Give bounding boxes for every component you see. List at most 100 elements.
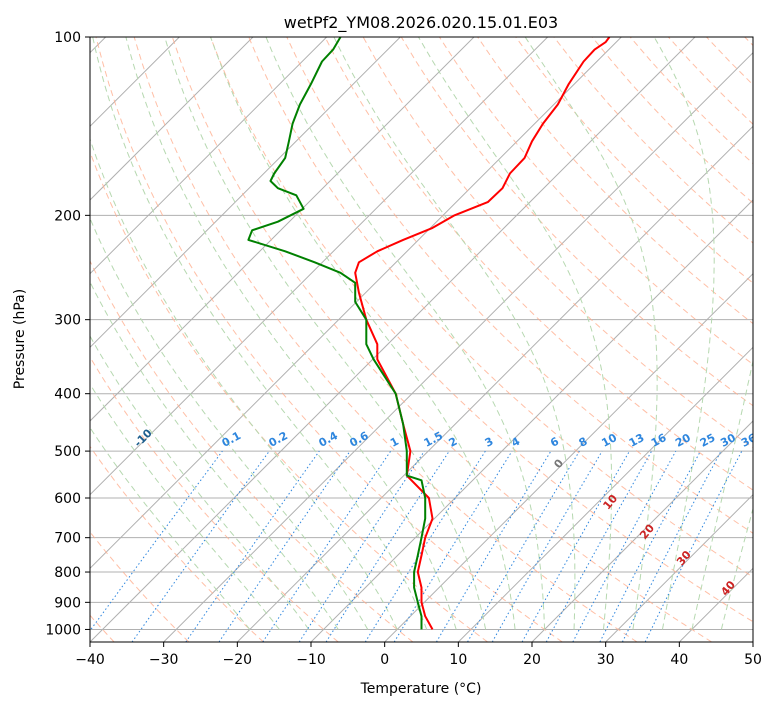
dry-adiabat	[90, 531, 190, 642]
y-tick-label: 700	[54, 531, 81, 547]
moist-adiabat	[90, 137, 398, 630]
moist-adiabat	[653, 37, 715, 630]
background-lines	[90, 37, 753, 642]
mixing-ratio-line	[393, 450, 513, 642]
mixing-ratio-label: 0.1	[220, 429, 243, 450]
moist-adiabat	[90, 335, 310, 630]
mixing-ratio-line	[218, 450, 351, 642]
dry-adiabat	[286, 37, 753, 534]
isotherm	[457, 346, 753, 642]
y-tick-label: 100	[54, 30, 81, 46]
dry-adiabat	[90, 259, 414, 642]
mixing-ratio-label: 0.4	[317, 429, 341, 450]
profile-line-1	[354, 37, 611, 630]
profiles	[247, 37, 611, 630]
x-axis-ticks: −40 −30 −20 −10 0 10 20 30 40 50	[75, 642, 762, 668]
mixing-ratio-label: 3	[483, 435, 496, 450]
x-tick-label: 50	[744, 652, 762, 668]
isotherm	[236, 125, 753, 642]
moist-adiabat-label: 20	[637, 521, 657, 541]
x-tick-label: −40	[75, 652, 105, 668]
mixing-ratio-label: 2	[447, 435, 460, 450]
isotherm	[90, 37, 622, 570]
y-axis-ticks: 100 200 300 400 500 600 700 800 900 1000	[45, 30, 90, 638]
dry-adiabat-label: -10	[132, 426, 155, 449]
mixing-ratio-label: 25	[698, 431, 718, 450]
dry-adiabat	[477, 37, 753, 325]
dry-adiabat	[515, 37, 753, 284]
mixing-ratio-line	[131, 450, 270, 642]
moist-adiabat	[210, 37, 516, 630]
chart-title: wetPf2_YM08.2026.020.15.01.E03	[284, 13, 558, 33]
mixing-ratio-line	[572, 450, 677, 642]
x-tick-label: 10	[449, 652, 467, 668]
moist-adiabat	[90, 217, 369, 630]
moist-adiabat-label: 0	[551, 456, 566, 470]
isotherm	[163, 51, 753, 642]
dry-adiabat	[210, 37, 753, 623]
mixing-ratio-label: 0.2	[267, 429, 290, 450]
profile-line-2	[247, 37, 427, 630]
mixing-ratio-label: 4	[509, 435, 522, 450]
dry-adiabat	[324, 37, 753, 491]
x-tick-label: −10	[296, 652, 326, 668]
x-axis-label: Temperature (°C)	[360, 681, 482, 697]
moist-adiabat	[720, 506, 753, 630]
moist-adiabat	[418, 37, 613, 630]
isotherm	[752, 641, 753, 642]
plot-frame	[89, 36, 754, 643]
moist-adiabat-label: 10	[600, 492, 620, 512]
mixing-ratio-label: 20	[673, 431, 693, 450]
isotherm	[90, 37, 254, 201]
moist-adiabat	[524, 37, 658, 630]
moist-adiabat	[333, 37, 576, 630]
y-tick-label: 900	[54, 595, 81, 611]
isotherm	[531, 420, 753, 642]
mixing-ratio-line	[90, 450, 223, 632]
dry-adiabat	[706, 37, 753, 86]
mixing-ratio-line	[644, 450, 743, 642]
mixing-ratio-label: 1.5	[422, 429, 445, 450]
dry-adiabat	[95, 37, 563, 642]
mixing-ratio-label: 30	[718, 431, 738, 450]
dry-adiabat	[744, 37, 753, 47]
x-tick-label: 0	[380, 652, 389, 668]
isotherm	[310, 199, 753, 642]
dry-adiabat	[133, 37, 638, 642]
x-tick-label: 20	[523, 652, 541, 668]
moist-adiabat	[90, 383, 280, 630]
y-tick-label: 400	[54, 387, 81, 403]
moist-adiabat	[92, 37, 428, 630]
moist-adiabat	[90, 280, 339, 630]
isotherm	[90, 37, 328, 275]
y-tick-label: 300	[54, 313, 81, 329]
mixing-ratio-line	[298, 450, 425, 642]
mixing-ratio-label: 16	[649, 431, 669, 450]
moist-adiabat	[265, 37, 546, 630]
isotherm	[90, 37, 475, 422]
isotherm	[384, 272, 753, 642]
mixing-ratio-line	[262, 450, 392, 642]
mixing-ratio-line	[521, 450, 630, 642]
isotherm	[90, 37, 549, 496]
mixing-ratio-line	[435, 450, 552, 642]
moist-adiabat-label: 40	[718, 578, 738, 598]
moist-adiabat	[90, 426, 251, 630]
isotherm	[605, 493, 753, 642]
moist-adiabat	[691, 358, 753, 630]
isotherm	[90, 37, 696, 642]
x-tick-label: −20	[223, 652, 253, 668]
mixing-ratio-line	[185, 450, 320, 642]
dry-adiabat	[90, 356, 339, 642]
x-tick-label: 40	[670, 652, 688, 668]
y-tick-label: 500	[54, 444, 81, 460]
y-tick-label: 800	[54, 565, 81, 581]
dry-adiabat	[171, 37, 712, 642]
plot-area: 0.10.20.40.611.52346810131620253036-100-…	[89, 36, 754, 643]
mixing-ratio-label: 13	[627, 431, 647, 450]
mixing-ratio-label: 0.6	[347, 429, 371, 450]
mixing-ratio-label: 10	[599, 431, 619, 450]
isotherm	[678, 567, 753, 642]
y-tick-label: 200	[54, 208, 81, 224]
